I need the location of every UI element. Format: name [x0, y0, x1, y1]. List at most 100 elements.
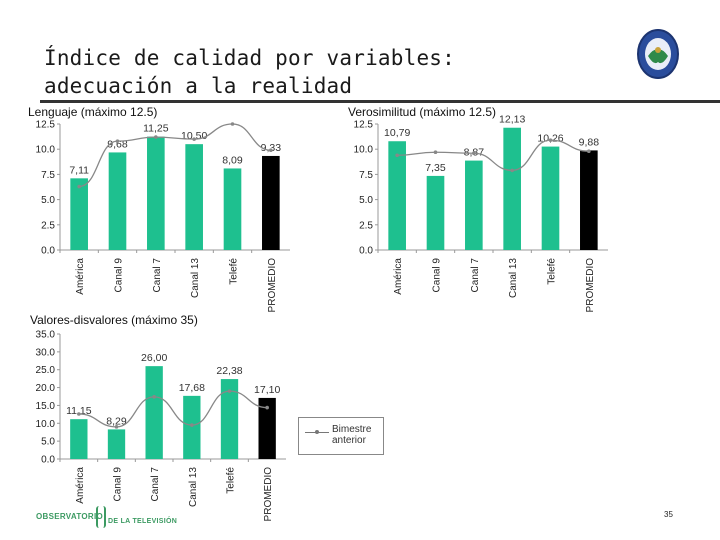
- chart-2-previous-series-point: [395, 153, 399, 158]
- chart-3-category-label: América: [75, 467, 86, 504]
- chart-3-previous-series-point: [190, 423, 194, 427]
- chart-1-bar: [185, 144, 203, 250]
- chart-1-category-label: América: [75, 258, 86, 295]
- chart-1-data-label: 7,11: [69, 164, 89, 176]
- footer-brand-right: DE LA TELEVISIÓN: [108, 518, 178, 525]
- chart-2-previous-series-point: [472, 151, 476, 156]
- chart-1-bar: [70, 178, 88, 250]
- chart-1-data-label: 8,09: [222, 154, 243, 166]
- chart-2-ytick-label: 12.5: [354, 120, 374, 131]
- chart-1-previous-series-point: [115, 139, 120, 143]
- chart-2-ytick-label: 7.5: [359, 170, 373, 181]
- chart-2-category-label: Canal 9: [432, 258, 443, 293]
- chart-3-previous-series-point: [114, 425, 119, 429]
- chart-3-ytick-label: 20.0: [36, 383, 56, 394]
- chart-2-bar: [541, 146, 560, 250]
- chart-2-category-label: Canal 13: [508, 258, 519, 298]
- chart-3-category-label: PROMEDIO: [263, 467, 274, 522]
- chart-1-data-label: 11,25: [143, 123, 169, 135]
- chart-3-ytick-label: 15.0: [36, 401, 56, 412]
- slide-title: Índice de calidad por variables: adecuac…: [44, 44, 604, 100]
- chart-1-bar: [262, 155, 280, 250]
- chart-3-previous-series-point: [227, 389, 232, 393]
- chart-1-bar: [147, 136, 165, 250]
- chart-2-bar: [465, 160, 483, 250]
- chart-3-data-label: 8,29: [106, 415, 127, 427]
- chart-1-category-label: Canal 7: [152, 258, 163, 293]
- chart-2-data-label: 10,79: [384, 127, 410, 139]
- chart-3-bar: [107, 429, 126, 459]
- chart-3-data-label: 22,38: [216, 365, 242, 377]
- chart-1-previous-series-point: [77, 184, 81, 189]
- chart-1-category-label: Canal 13: [190, 258, 201, 298]
- chart-2-ytick-label: 0.0: [359, 246, 373, 257]
- chart-2-category-label: Canal 7: [470, 258, 481, 293]
- chart-3-ytick-label: 5.0: [41, 437, 55, 448]
- chart-1-bar: [223, 168, 242, 250]
- chart-2-category-label: Telefé: [547, 258, 558, 285]
- chart-2-ytick-label: 2.5: [359, 220, 373, 231]
- chart-1-category-label: Telefé: [229, 258, 240, 285]
- slide-title-line1: Índice de calidad por variables:: [44, 46, 455, 70]
- chart-3-previous-series-point: [265, 405, 269, 410]
- chart-2-bar: [503, 127, 521, 250]
- chart-1-ytick-label: 10.0: [36, 145, 56, 156]
- chart-2-ytick-label: 5.0: [359, 195, 373, 206]
- chart-1-previous-series-point: [269, 148, 273, 153]
- chart-3-ytick-label: 35.0: [36, 330, 56, 341]
- chart-1-ytick-label: 12.5: [36, 120, 56, 131]
- chart-3-data-label: 26,00: [141, 352, 167, 364]
- chart-2-data-label: 7,35: [425, 162, 446, 174]
- chart-3-bar: [145, 366, 163, 459]
- chart-2-category-label: América: [393, 258, 404, 295]
- chart-3-ytick-label: 25.0: [36, 365, 56, 376]
- chart-1-title: Lenguaje (máximo 12.5): [28, 105, 158, 119]
- footer-brand-left: OBSERVATORIO: [36, 512, 104, 521]
- chart-1-previous-series-point: [192, 137, 196, 141]
- chart-1-previous-series-line: [79, 123, 271, 188]
- legend-label: Bimestre anterior: [332, 424, 380, 446]
- chart-3-category-label: Telefé: [226, 467, 237, 494]
- chart-2-ytick-label: 10.0: [354, 145, 374, 156]
- chart-3-title: Valores-disvalores (máximo 35): [30, 313, 198, 327]
- chart-1-ytick-label: 7.5: [41, 170, 55, 181]
- chart-2-bar: [580, 150, 598, 250]
- footer-logo-icon: [96, 506, 106, 528]
- chart-3-category-label: Canal 13: [188, 467, 199, 507]
- chart-2-bar: [388, 141, 406, 250]
- chart-2-bar: [426, 175, 445, 250]
- chart-1-category-label: PROMEDIO: [267, 258, 278, 313]
- chart-3-data-label: 17,10: [254, 384, 280, 396]
- chart-3-category-label: Canal 9: [113, 467, 124, 502]
- chart-3-bar: [258, 397, 276, 459]
- chart-2-previous-series-point: [548, 138, 553, 142]
- chart-2-previous-series-point: [587, 149, 591, 154]
- chart-3-previous-series-point: [77, 412, 81, 416]
- chart-2-data-label: 9,88: [579, 136, 600, 148]
- chart-3-ytick-label: 10.0: [36, 419, 56, 430]
- chart-3-category-label: Canal 7: [150, 467, 161, 502]
- chart-3-bar: [220, 379, 239, 459]
- slide-title-line2: adecuación a la realidad: [44, 74, 353, 98]
- title-divider: [40, 100, 720, 103]
- chart-1-previous-series-point: [154, 135, 158, 139]
- chart-3-bar: [70, 419, 88, 459]
- chart-2-previous-series-point: [433, 150, 438, 155]
- chart-2-category-label: PROMEDIO: [585, 258, 596, 313]
- chart-2-data-label: 12,13: [499, 114, 525, 126]
- chart-1-ytick-label: 2.5: [41, 220, 55, 231]
- chart-1-ytick-label: 5.0: [41, 195, 55, 206]
- chart-1-previous-series-point: [230, 122, 235, 126]
- chart-2-previous-series-point: [510, 168, 514, 173]
- chart-3-previous-series-point: [152, 395, 156, 399]
- chart-1-bar: [108, 152, 127, 250]
- chart-2-previous-series-line: [397, 139, 589, 172]
- chart-3-ytick-label: 30.0: [36, 347, 56, 358]
- page-number: 35: [664, 510, 673, 519]
- chart-1-data-label: 9,33: [261, 142, 282, 154]
- chart-legend: Bimestre anterior: [298, 417, 384, 455]
- chart-2-title: Verosimilitud (máximo 12.5): [348, 105, 497, 119]
- chart-1-ytick-label: 0.0: [41, 246, 55, 257]
- chart-3-ytick-label: 0.0: [41, 455, 55, 466]
